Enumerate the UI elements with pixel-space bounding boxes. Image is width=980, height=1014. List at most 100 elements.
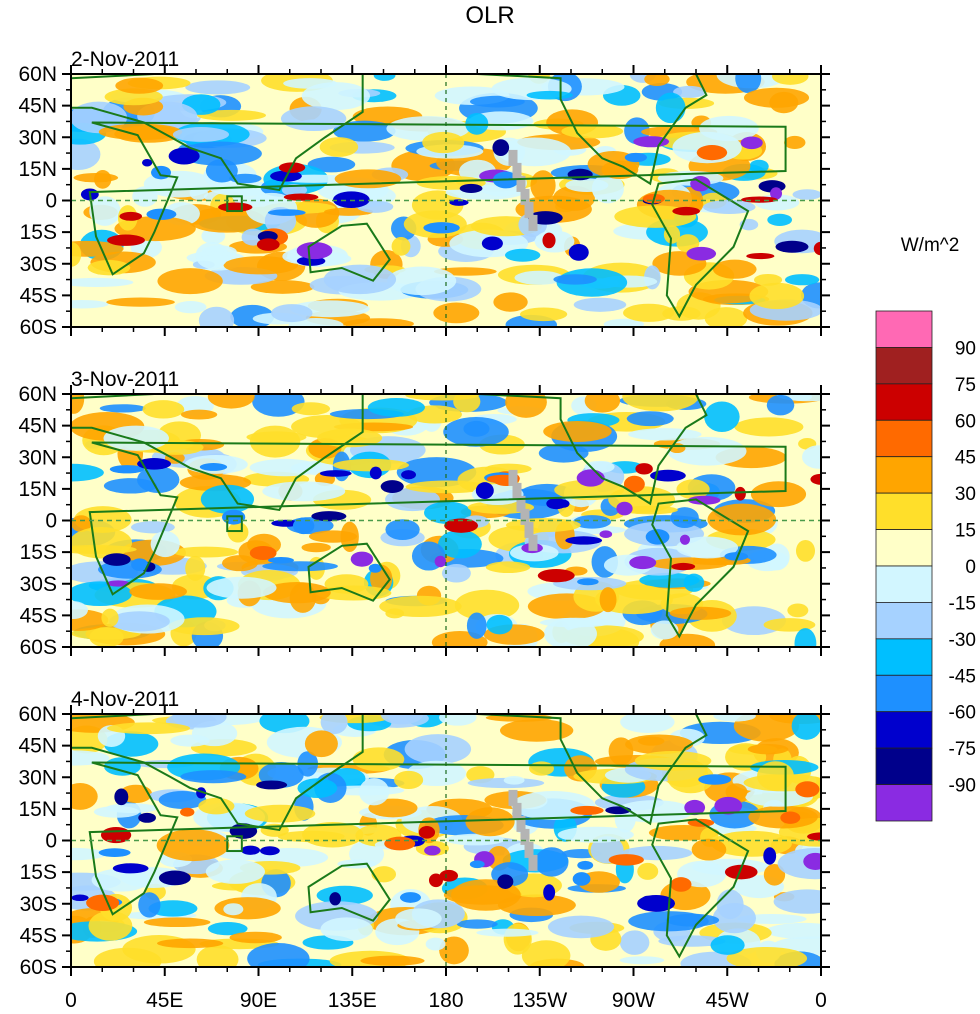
anomaly-contour [667,436,747,466]
anomaly-contour [707,503,777,536]
anomaly-core [599,530,613,538]
y-tick-label: 60N [18,703,57,726]
anomaly-contour [623,303,675,322]
anomaly-core [138,812,156,823]
anomaly-contour [379,595,462,618]
missing-data-patch [528,534,538,551]
anomaly-contour [424,501,472,524]
anomaly-core [650,469,686,482]
anomaly-contour [734,417,804,437]
anomaly-contour [170,734,210,747]
anomaly-contour [619,956,665,965]
anomaly-core [623,475,645,493]
anomaly-core [570,805,604,816]
colorbar-level-label: 75 [955,375,976,396]
anomaly-contour [794,628,817,647]
anomaly-contour [466,612,487,639]
anomaly-contour [634,751,712,771]
anomaly-contour [156,829,230,862]
anomaly-contour [547,915,615,939]
anomaly-contour [291,415,364,439]
anomaly-contour [250,280,315,294]
colorbar: W/m^2 90 75 60 45 30 15 0 -15 -30 -45 -60 -75 -90 [875,235,976,822]
anomaly-contour [189,186,208,200]
colorbar-swatch [875,383,933,421]
anomaly-contour [404,734,472,765]
anomaly-core [399,892,421,903]
anomaly-contour [391,236,411,256]
anomaly-contour [94,169,112,189]
anomaly-contour [470,95,525,108]
anomaly-contour [249,458,321,477]
anomaly-contour [246,431,307,443]
anomaly-contour [485,561,531,574]
anomaly-contour [168,617,240,636]
y-tick-label: 15S [20,861,57,884]
x-tick-label: 45W [706,989,749,1012]
anomaly-core [434,555,447,568]
australia-outline [307,222,391,282]
anomaly-contour [71,783,98,810]
anomaly-contour [521,940,571,967]
anomaly-contour [554,479,625,501]
anomaly-core [543,884,556,901]
y-tick-label: 15N [18,478,57,501]
anomaly-core [537,568,575,583]
anomaly-contour [519,307,568,322]
anomaly-contour [763,863,786,886]
x-tick-label: 135E [328,989,377,1012]
missing-data-patch [524,201,534,218]
anomaly-contour [304,730,338,758]
anomaly-contour [725,783,748,801]
colorbar-level-label: -15 [949,593,976,614]
anomaly-contour [332,458,409,472]
south-america-outline [651,178,750,319]
anomaly-contour [301,542,331,553]
anomaly-contour [644,74,670,87]
anomaly-contour [71,463,104,482]
anomaly-core [418,826,436,839]
anomaly-core [268,557,294,564]
anomaly-contour [499,719,574,742]
europe-asia-outline [71,394,364,512]
anomaly-contour [205,859,265,884]
anomaly-contour [297,778,338,798]
y-tick-label: 45N [18,735,57,758]
anomaly-contour [726,946,808,967]
anomaly-contour [713,714,756,722]
anomaly-contour [198,306,235,327]
y-tick-label: 30S [20,253,57,276]
y-tick-label: 60S [20,316,57,339]
anomaly-contour [352,747,405,772]
y-tick-label: 0 [45,510,57,533]
colorbar-level-label: -75 [949,739,976,760]
anomaly-core [810,473,821,485]
anomaly-contour [445,833,505,846]
anomaly-core [158,870,191,886]
anomaly-core [423,222,460,234]
anomaly-core [296,241,333,260]
y-tick-label: 0 [45,830,57,853]
anomaly-core [497,874,514,889]
anomaly-contour [91,868,150,892]
anomaly-contour [227,521,249,543]
colorbar-level-label: 0 [965,557,976,578]
anomaly-core [439,869,459,882]
anomaly-contour [107,722,191,735]
anomaly-contour [291,402,331,416]
anomaly-contour [71,277,134,287]
anomaly-contour [262,481,346,502]
anomaly-contour [802,445,821,469]
anomaly-contour [439,714,477,726]
anomaly-contour [425,937,446,951]
anomaly-contour [98,123,183,141]
anomaly-core [624,152,647,163]
anomaly-core [686,246,717,261]
anomaly-core [640,895,655,910]
anomaly-core [180,807,195,817]
anomaly-contour [158,790,207,809]
anomaly-contour [665,913,720,927]
anomaly-contour [584,394,621,413]
anomaly-contour [371,866,397,883]
anomaly-contour [749,282,805,310]
